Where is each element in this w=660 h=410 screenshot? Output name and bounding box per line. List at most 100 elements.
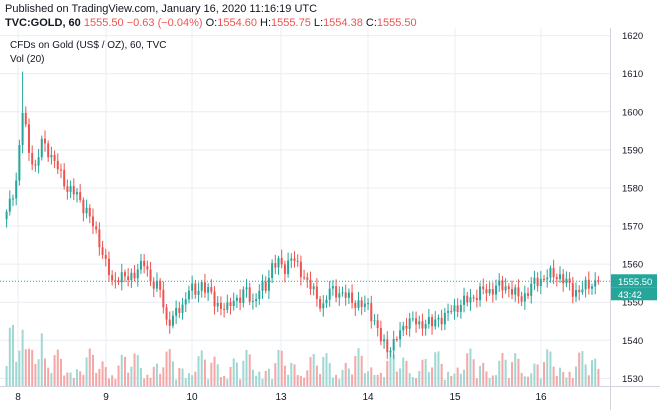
candle-body	[34, 164, 37, 166]
candle-body	[395, 339, 398, 341]
volume-bar	[431, 367, 434, 386]
candle-body	[466, 295, 469, 303]
candle-body	[283, 264, 286, 274]
candle-body	[66, 186, 69, 192]
volume-bar	[219, 377, 222, 386]
volume-bar	[239, 379, 242, 386]
volume-bar	[255, 375, 258, 386]
volume-bar	[79, 371, 82, 386]
candle-body	[293, 258, 296, 261]
candle-body	[47, 143, 50, 158]
volume-bar	[248, 354, 251, 386]
volume-bar	[395, 371, 398, 386]
candle-body	[258, 290, 261, 300]
volume-bar	[402, 357, 405, 386]
volume-bar	[587, 375, 590, 386]
candle-body	[546, 277, 549, 280]
candle-body	[248, 287, 251, 302]
candle-body	[251, 301, 254, 303]
candle-body	[79, 192, 82, 200]
candle-body	[303, 277, 306, 279]
candle-body	[315, 286, 318, 299]
candle-body	[562, 274, 565, 284]
candle-body	[306, 277, 309, 280]
close-label: C:	[365, 17, 377, 29]
volume-bar	[223, 376, 226, 386]
candle-body	[175, 307, 178, 316]
candle-body	[335, 286, 338, 298]
candle-body	[399, 330, 402, 340]
candle-body	[597, 280, 600, 282]
open-label: O:	[205, 17, 218, 29]
volume-bar	[101, 361, 104, 386]
candle-body	[203, 282, 206, 293]
volume-bars	[5, 324, 600, 386]
candle-body	[117, 280, 120, 283]
candle-body	[69, 186, 72, 192]
volume-bar	[594, 358, 597, 386]
candle-body	[408, 318, 411, 329]
candle-body	[280, 258, 283, 265]
volume-bar	[31, 349, 34, 386]
candle-body	[85, 207, 88, 214]
volume-bar	[66, 372, 69, 386]
volume-bar	[277, 349, 280, 386]
candle-body	[437, 317, 440, 320]
candle-body	[213, 291, 216, 307]
candle-body	[21, 112, 24, 145]
volume-bar	[207, 379, 210, 386]
volume-bar	[213, 356, 216, 386]
volume-bar	[283, 365, 286, 386]
volume-bar	[354, 356, 357, 386]
volume-bar	[418, 370, 421, 386]
candle-body	[539, 278, 542, 286]
volume-bar	[165, 351, 168, 386]
candle-body	[495, 285, 498, 295]
volume-bar	[290, 362, 293, 386]
price-change: −0.63 (−0.04%)	[126, 17, 203, 29]
volume-bar	[552, 366, 555, 386]
candle-body	[136, 269, 139, 279]
candle-body	[277, 258, 280, 268]
volume-bar	[331, 377, 334, 386]
volume-bar	[175, 379, 178, 386]
volume-bar	[469, 348, 472, 386]
volume-bar	[325, 353, 328, 386]
x-tick-label: 16	[535, 392, 547, 403]
volume-bar	[507, 378, 510, 386]
series-legend: CFDs on Gold (US$ / OZ), 60, TVC	[10, 40, 167, 51]
volume-bar	[536, 364, 539, 386]
volume-bar	[303, 377, 306, 386]
volume-bar	[309, 357, 312, 386]
candle-body	[235, 297, 238, 301]
volume-bar	[139, 368, 142, 386]
candle-body	[575, 289, 578, 297]
candlesticks	[5, 71, 600, 359]
volume-bar	[379, 372, 382, 386]
volume-bar	[258, 371, 261, 386]
countdown-tag: 43:42	[618, 290, 642, 301]
candle-body	[357, 300, 360, 308]
volume-bar	[389, 350, 392, 386]
volume-bar	[520, 372, 523, 386]
candle-body	[56, 160, 59, 170]
candle-body	[450, 311, 453, 313]
x-tick-label: 8	[15, 392, 21, 403]
candle-body	[578, 289, 581, 293]
volume-bar	[271, 379, 274, 386]
volume-bar	[210, 362, 213, 386]
candle-body	[322, 303, 325, 309]
volume-bar	[562, 372, 565, 386]
candle-body	[373, 320, 376, 322]
candle-body	[165, 307, 168, 320]
x-tick-label: 9	[103, 392, 109, 403]
candle-body	[299, 261, 302, 278]
candle-body	[431, 317, 434, 327]
candle-body	[264, 281, 267, 291]
candle-body	[133, 272, 136, 279]
volume-bar	[482, 362, 485, 386]
volume-bar	[584, 364, 587, 386]
candle-body	[530, 283, 533, 296]
volume-bar	[466, 353, 469, 386]
